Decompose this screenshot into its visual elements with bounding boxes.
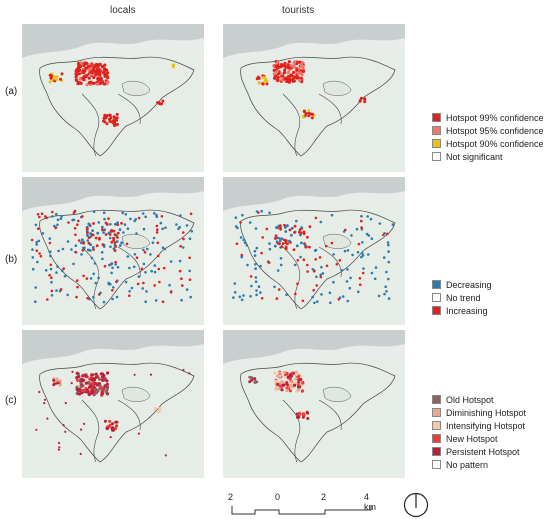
scale-tick-label: 4 km xyxy=(364,492,376,512)
scale-tick-label: 0 xyxy=(275,492,281,502)
column-title-locals: locals xyxy=(110,5,136,16)
row-label-b: (b) xyxy=(5,254,18,265)
legend-swatch xyxy=(432,395,441,404)
row-label-a: (a) xyxy=(5,86,18,97)
legend-label: Hotspot 99% confidence xyxy=(446,112,544,123)
legend-label: Diminishing Hotspot xyxy=(446,407,527,418)
legend-a: Hotspot 99% confidence Hotspot 95% confi… xyxy=(432,111,544,163)
row-label-c: (c) xyxy=(5,395,17,406)
legend-swatch xyxy=(432,113,441,122)
legend-label: Not significant xyxy=(446,151,503,162)
scale-bar: 2 0 2 4 km xyxy=(227,492,382,516)
map-tourists-b xyxy=(223,177,405,325)
legend-label: Old Hotspot xyxy=(446,394,494,405)
map-locals-c xyxy=(22,330,204,478)
legend-swatch xyxy=(432,126,441,135)
legend-label: Increasing xyxy=(446,305,488,316)
legend-swatch xyxy=(432,447,441,456)
column-title-tourists: tourists xyxy=(282,5,315,16)
legend-label: Hotspot 95% confidence xyxy=(446,125,544,136)
legend-swatch xyxy=(432,152,441,161)
legend-swatch xyxy=(432,421,441,430)
map-tourists-a xyxy=(223,24,405,172)
legend-swatch xyxy=(432,306,441,315)
legend-label: New Hotspot xyxy=(446,433,498,444)
legend-b: Decreasing No trend Increasing xyxy=(432,278,492,317)
legend-swatch xyxy=(432,408,441,417)
scale-tick-label: 2 xyxy=(228,492,234,502)
scale-tick-label: 2 xyxy=(321,492,327,502)
map-tourists-c xyxy=(223,330,405,478)
legend-label: Intensifying Hotspot xyxy=(446,420,526,431)
legend-swatch xyxy=(432,460,441,469)
legend-label: Decreasing xyxy=(446,279,492,290)
north-arrow-icon xyxy=(403,492,429,518)
legend-c: Old Hotspot Diminishing Hotspot Intensif… xyxy=(432,393,526,471)
legend-label: No trend xyxy=(446,292,481,303)
legend-swatch xyxy=(432,293,441,302)
map-locals-b xyxy=(22,177,204,325)
legend-label: Persistent Hotspot xyxy=(446,446,520,457)
legend-swatch xyxy=(432,139,441,148)
legend-label: No pattern xyxy=(446,459,489,470)
scale-bar-graphic xyxy=(231,506,372,515)
legend-swatch xyxy=(432,280,441,289)
legend-label: Hotspot 90% confidence xyxy=(446,138,544,149)
legend-swatch xyxy=(432,434,441,443)
map-locals-a xyxy=(22,24,204,172)
